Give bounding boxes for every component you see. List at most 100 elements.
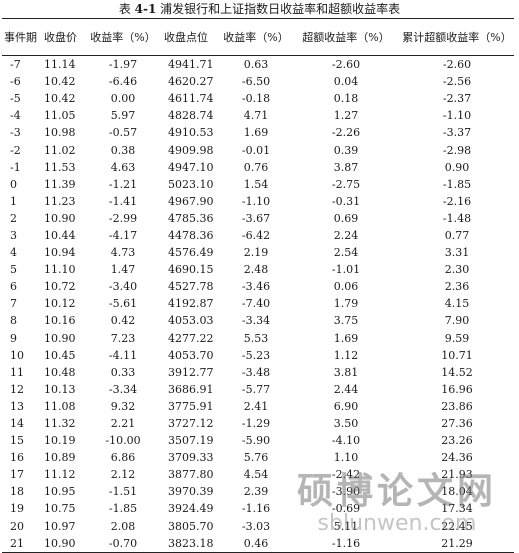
event-period-cell: 14 bbox=[10, 417, 24, 431]
table-row: -6 10.42 -6.46 4620.27 -6.50 0.04 -2.56 bbox=[2, 73, 514, 90]
event-period-cell: 8 bbox=[10, 314, 17, 328]
table-row: 13 11.08 9.32 3775.91 2.41 6.90 23.86 bbox=[2, 398, 514, 415]
cumulative-abnormal-return-cell: 21.93 bbox=[441, 468, 473, 482]
abnormal-return-cell: 2.24 bbox=[333, 228, 359, 242]
event-period-cell: -5 bbox=[10, 92, 21, 106]
index-return-cell: -5.23 bbox=[241, 348, 271, 362]
index-return-cell: 1.54 bbox=[243, 177, 269, 191]
header-abnormal-return: 超额收益率（%） bbox=[292, 18, 400, 56]
index-return-cell: -1.16 bbox=[241, 502, 271, 516]
close-price-cell: 11.10 bbox=[44, 263, 76, 277]
close-price-cell: 10.90 bbox=[44, 331, 76, 345]
abnormal-return-cell: 3.87 bbox=[333, 160, 359, 174]
event-period-cell: -7 bbox=[10, 58, 21, 72]
abnormal-return-cell: -3.90 bbox=[331, 485, 361, 499]
abnormal-return-cell: 3.75 bbox=[333, 314, 359, 328]
close-price-cell: 10.16 bbox=[44, 314, 76, 328]
index-return-cell: -5.77 bbox=[241, 382, 271, 396]
close-index-cell: 3507.19 bbox=[168, 434, 214, 448]
index-return-cell: 4.71 bbox=[243, 109, 269, 123]
close-index-cell: 3823.18 bbox=[162, 534, 220, 553]
close-price-cell: 11.39 bbox=[44, 177, 76, 191]
close-price-cell: 10.90 bbox=[44, 211, 76, 225]
close-price-cell: 11.32 bbox=[44, 417, 76, 431]
close-index-cell: 4910.53 bbox=[168, 126, 214, 140]
stock-return-cell: -6.46 bbox=[108, 75, 138, 89]
close-index-cell: 3727.12 bbox=[168, 417, 214, 431]
close-price-cell: 10.45 bbox=[44, 348, 76, 362]
table-row: 17 11.12 2.12 3877.80 4.54 -2.42 21.93 bbox=[2, 466, 514, 483]
stock-return-cell: -5.61 bbox=[108, 297, 138, 311]
close-index-cell: 4967.90 bbox=[168, 194, 214, 208]
close-price-cell: 11.23 bbox=[44, 194, 76, 208]
stock-return-cell: -1.41 bbox=[108, 194, 138, 208]
close-price-cell: 10.97 bbox=[44, 519, 76, 533]
event-period-cell: 16 bbox=[10, 451, 24, 465]
header-cumulative-abnormal-return: 累计超额收益率（%） bbox=[400, 18, 514, 56]
close-price-cell: 10.48 bbox=[44, 365, 76, 379]
table-row: -3 10.98 -0.57 4910.53 1.69 -2.26 -3.37 bbox=[2, 124, 514, 141]
index-return-cell: -1.10 bbox=[241, 194, 271, 208]
index-return-cell: -6.42 bbox=[241, 228, 271, 242]
close-index-cell: 3912.77 bbox=[168, 365, 214, 379]
event-period-cell: 2 bbox=[10, 211, 17, 225]
close-index-cell: 3709.33 bbox=[168, 451, 214, 465]
close-price-cell: 11.14 bbox=[44, 58, 76, 72]
cumulative-abnormal-return-cell: 0.77 bbox=[444, 228, 470, 242]
stock-return-cell: 0.33 bbox=[110, 365, 136, 379]
close-index-cell: 5023.10 bbox=[168, 177, 214, 191]
event-period-cell: 10 bbox=[10, 348, 24, 362]
cumulative-abnormal-return-cell: -2.56 bbox=[442, 75, 472, 89]
abnormal-return-cell: 0.06 bbox=[333, 280, 359, 294]
cumulative-abnormal-return-cell: 9.59 bbox=[444, 331, 470, 345]
cumulative-abnormal-return-cell: 2.30 bbox=[444, 263, 470, 277]
abnormal-return-cell: 1.69 bbox=[333, 331, 359, 345]
header-event-period: 事件期 bbox=[2, 18, 42, 56]
close-index-cell: 4785.36 bbox=[168, 211, 214, 225]
close-price-cell: 11.08 bbox=[44, 399, 76, 413]
header-stock-return: 收益率（%） bbox=[84, 18, 162, 56]
abnormal-return-cell: 2.54 bbox=[333, 246, 359, 260]
abnormal-return-cell: -2.42 bbox=[331, 468, 361, 482]
cumulative-abnormal-return-cell: -1.48 bbox=[442, 211, 472, 225]
table-row: 8 10.16 0.42 4053.03 -3.34 3.75 7.90 bbox=[2, 312, 514, 329]
table-row: 3 10.44 -4.17 4478.36 -6.42 2.24 0.77 bbox=[2, 227, 514, 244]
close-index-cell: 4947.10 bbox=[168, 160, 214, 174]
abnormal-return-cell: 0.04 bbox=[333, 75, 359, 89]
stock-return-cell: -4.17 bbox=[108, 228, 138, 242]
abnormal-return-cell: 3.81 bbox=[333, 365, 359, 379]
index-return-cell: -3.67 bbox=[241, 211, 271, 225]
event-period-cell: 12 bbox=[10, 382, 24, 396]
cumulative-abnormal-return-cell: 23.26 bbox=[441, 434, 473, 448]
close-index-cell: 3686.91 bbox=[168, 382, 214, 396]
cumulative-abnormal-return-cell: 24.36 bbox=[441, 451, 473, 465]
abnormal-return-cell: 1.10 bbox=[333, 451, 359, 465]
abnormal-return-cell: 1.79 bbox=[333, 297, 359, 311]
close-price-cell: 10.44 bbox=[44, 228, 76, 242]
event-period-cell: 20 bbox=[10, 519, 24, 533]
stock-return-cell: 0.38 bbox=[110, 143, 136, 157]
event-period-cell: 5 bbox=[10, 263, 17, 277]
index-return-cell: 2.19 bbox=[243, 246, 269, 260]
close-index-cell: 4053.03 bbox=[168, 314, 214, 328]
table-row: 15 10.19 -10.00 3507.19 -5.90 -4.10 23.26 bbox=[2, 432, 514, 449]
table-row: 11 10.48 0.33 3912.77 -3.48 3.81 14.52 bbox=[2, 364, 514, 381]
close-index-cell: 4611.74 bbox=[168, 92, 214, 106]
event-period-cell: -2 bbox=[10, 143, 21, 157]
abnormal-return-cell: -2.75 bbox=[331, 177, 361, 191]
close-index-cell: 4478.36 bbox=[168, 228, 214, 242]
index-return-cell: 2.39 bbox=[243, 485, 269, 499]
abnormal-return-cell: 6.90 bbox=[333, 399, 359, 413]
cumulative-abnormal-return-cell: 23.86 bbox=[441, 399, 473, 413]
header-close-price: 收盘价 bbox=[42, 18, 84, 56]
stock-return-cell: -1.21 bbox=[108, 177, 138, 191]
cumulative-abnormal-return-cell: -2.16 bbox=[442, 194, 472, 208]
close-price-cell: 10.95 bbox=[44, 485, 76, 499]
close-index-cell: 3775.91 bbox=[168, 399, 214, 413]
close-index-cell: 4527.78 bbox=[168, 280, 214, 294]
cumulative-abnormal-return-cell: 27.36 bbox=[441, 417, 473, 431]
caption-number: 4-1 bbox=[134, 2, 157, 16]
cumulative-abnormal-return-cell: 17.34 bbox=[441, 502, 473, 516]
close-price-cell: 10.13 bbox=[44, 382, 76, 396]
stock-return-cell: -0.70 bbox=[84, 534, 162, 553]
